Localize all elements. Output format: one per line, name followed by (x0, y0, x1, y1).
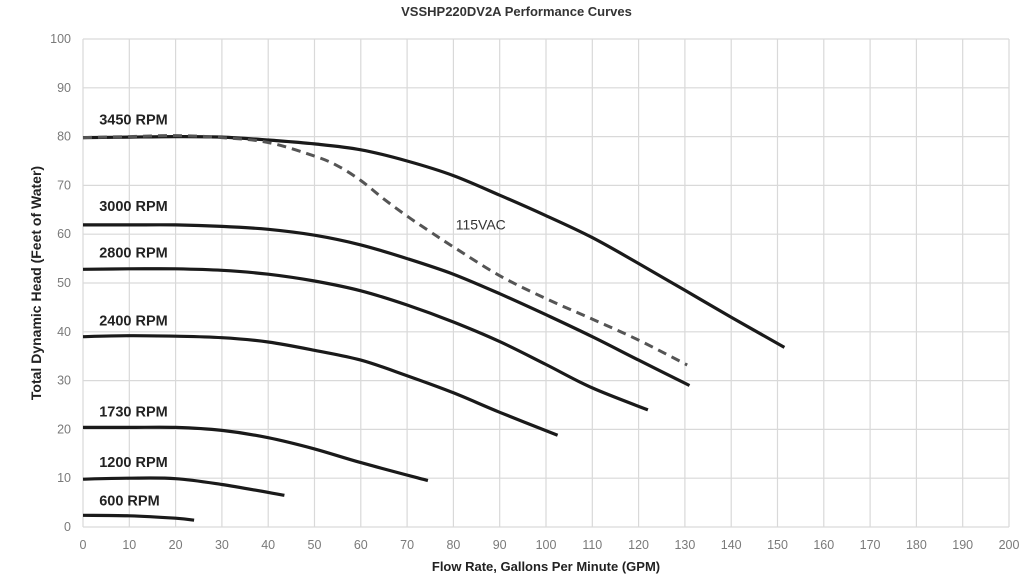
x-tick-label: 70 (400, 538, 414, 552)
axis-ticks: 0 10 20 30 40 50 60 70 80 90 100 110 120 130 140 150 160… (50, 32, 1019, 552)
x-tick-label: 0 (80, 538, 87, 552)
series-label-1730-rpm: 1730 RPM (99, 405, 168, 421)
series-label-1200-rpm: 1200 RPM (99, 455, 168, 471)
x-tick-label: 180 (906, 538, 927, 552)
x-tick-label: 10 (122, 538, 136, 552)
gridlines (82, 38, 1010, 528)
x-tick-label: 160 (813, 538, 834, 552)
series-label-3000-rpm: 3000 RPM (99, 199, 168, 215)
series-labels: 3450 RPM 115VAC 3000 RPM 2800 RPM 2400 RPM 17… (99, 112, 506, 509)
x-tick-label: 20 (169, 538, 183, 552)
curve-3450-rpm (82, 134, 786, 349)
y-tick-label: 40 (57, 325, 71, 339)
x-tick-label: 90 (493, 538, 507, 552)
x-axis-label: Flow Rate, Gallons Per Minute (GPM) (431, 559, 661, 574)
x-tick-label: 170 (860, 538, 881, 552)
x-tick-label: 50 (308, 538, 322, 552)
x-tick-label: 150 (767, 538, 788, 552)
x-tick-label: 120 (628, 538, 649, 552)
y-tick-label: 10 (57, 471, 71, 485)
series-label-600-rpm: 600 RPM (99, 494, 159, 510)
x-tick-label: 200 (999, 538, 1020, 552)
y-tick-label: 60 (57, 227, 71, 241)
chart-title: VSSHP220DV2A Performance Curves (401, 4, 632, 19)
y-tick-label: 80 (57, 130, 71, 144)
series-label-115vac: 115VAC (456, 216, 506, 232)
y-tick-label: 70 (57, 178, 71, 192)
series-label-2400-rpm: 2400 RPM (99, 313, 168, 329)
series-label-2800-rpm: 2800 RPM (99, 246, 168, 262)
x-tick-label: 110 (582, 538, 602, 552)
x-tick-label: 80 (446, 538, 460, 552)
curve-115vac (82, 134, 688, 367)
x-tick-label: 140 (721, 538, 742, 552)
x-tick-label: 100 (536, 538, 557, 552)
x-tick-label: 60 (354, 538, 368, 552)
y-tick-label: 90 (57, 81, 71, 95)
x-tick-label: 30 (215, 538, 229, 552)
curve-1730-rpm (83, 425, 429, 483)
curve-600-rpm (82, 513, 195, 522)
x-tick-label: 130 (674, 538, 695, 552)
x-tick-label: 190 (952, 538, 973, 552)
y-tick-label: 50 (57, 276, 71, 290)
series-label-3450-rpm: 3450 RPM (99, 112, 168, 128)
y-tick-label: 30 (57, 374, 71, 388)
curve-2800-rpm (82, 267, 649, 412)
curve-2400-rpm (82, 334, 559, 437)
curve-1200-rpm (82, 476, 285, 497)
y-tick-label: 20 (57, 422, 71, 436)
curve-3000-rpm (82, 223, 691, 387)
y-tick-label: 0 (64, 520, 71, 534)
y-tick-label: 100 (50, 32, 71, 46)
performance-curves (82, 134, 786, 522)
x-tick-label: 40 (261, 538, 275, 552)
